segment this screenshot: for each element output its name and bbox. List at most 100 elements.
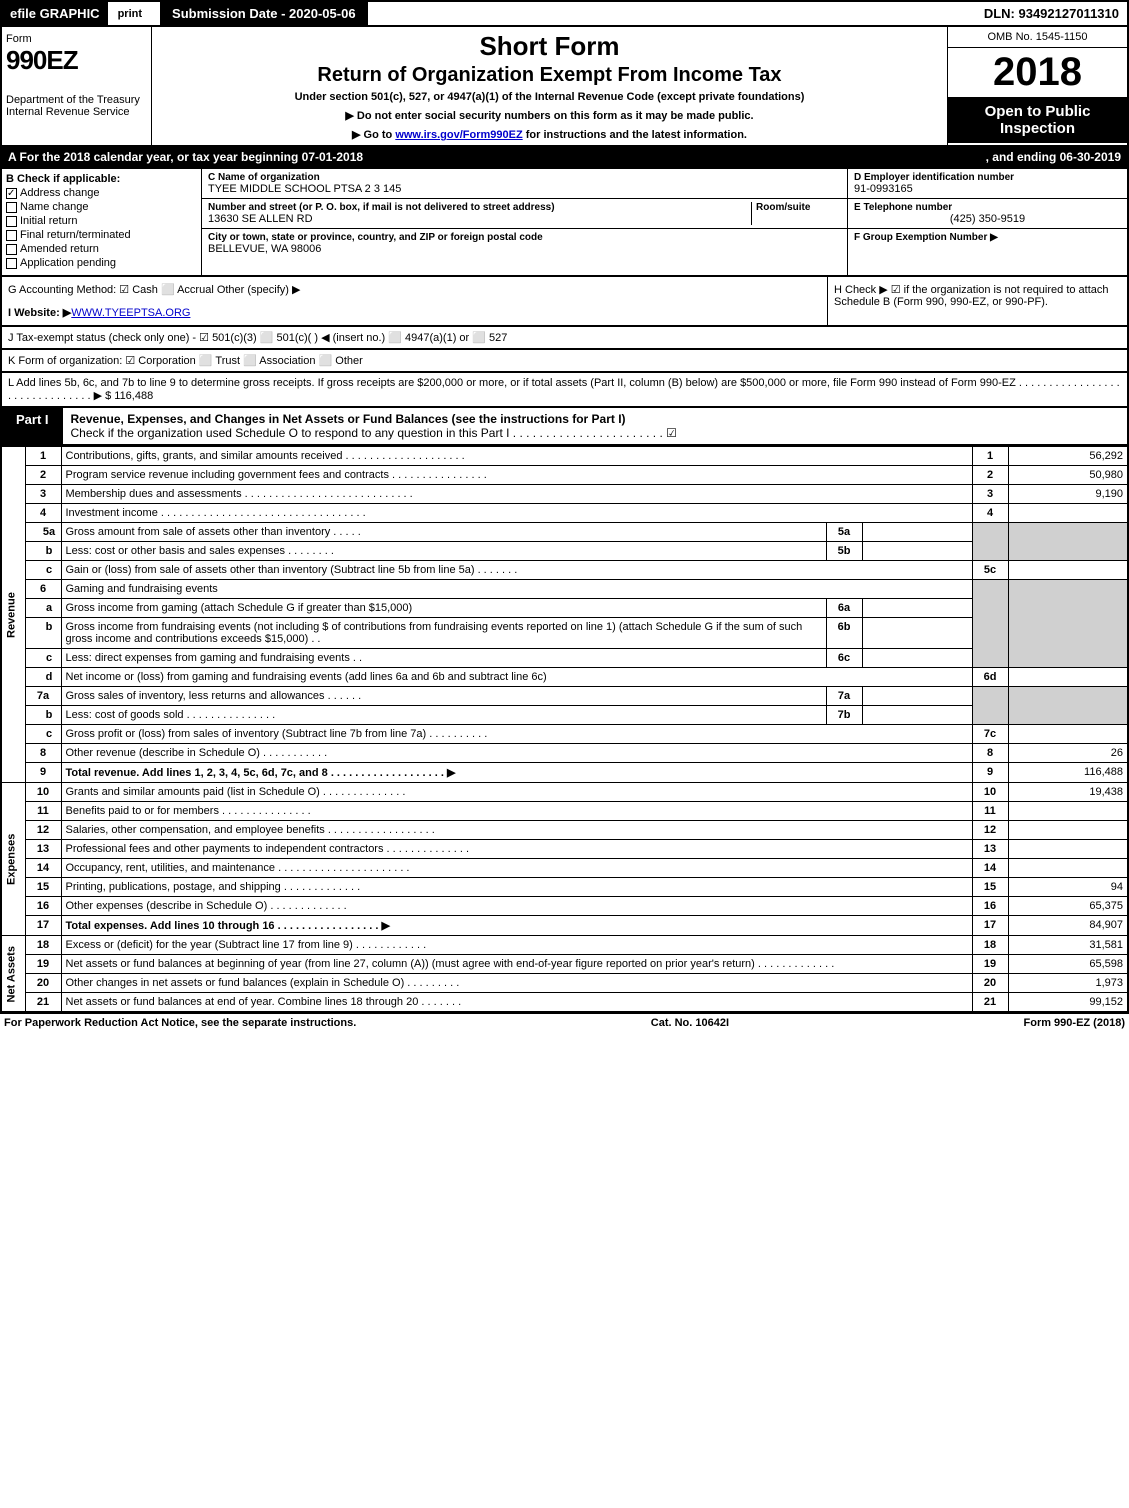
- return-subtitle: Under section 501(c), 527, or 4947(a)(1)…: [160, 91, 939, 103]
- ssn-note: ▶ Do not enter social security numbers o…: [160, 109, 939, 122]
- side-netassets: Net Assets: [1, 936, 25, 1013]
- info-block: B Check if applicable: Address change Na…: [0, 169, 1129, 277]
- tax-year-bar: A For the 2018 calendar year, or tax yea…: [0, 147, 1129, 169]
- i-website: I Website: ▶WWW.TYEEPTSA.ORG: [8, 306, 821, 319]
- row-18: Net Assets 18Excess or (deficit) for the…: [1, 936, 1128, 955]
- org-address: 13630 SE ALLEN RD: [208, 213, 751, 225]
- row-17: 17Total expenses. Add lines 10 through 1…: [1, 916, 1128, 936]
- row-14: 14Occupancy, rent, utilities, and mainte…: [1, 859, 1128, 878]
- submission-date: Submission Date - 2020-05-06: [160, 2, 368, 25]
- header-right: OMB No. 1545-1150 2018 Open to Public In…: [947, 27, 1127, 145]
- form-word: Form: [6, 33, 147, 45]
- c-city-label: City or town, state or province, country…: [208, 232, 841, 243]
- short-form: Short Form: [160, 31, 939, 62]
- footer: For Paperwork Reduction Act Notice, see …: [0, 1013, 1129, 1032]
- cb-final-return[interactable]: Final return/terminated: [6, 229, 197, 241]
- row-11: 11Benefits paid to or for members . . . …: [1, 802, 1128, 821]
- dept-treasury: Department of the Treasury: [6, 94, 147, 106]
- row-15: 15Printing, publications, postage, and s…: [1, 878, 1128, 897]
- k-form-org: K Form of organization: ☑ Corporation ⬜ …: [0, 350, 1129, 373]
- c-name-label: C Name of organization: [208, 172, 841, 183]
- dln: DLN: 93492127011310: [976, 2, 1127, 25]
- row-4: 4Investment income . . . . . . . . . . .…: [1, 504, 1128, 523]
- taxyr-begin: A For the 2018 calendar year, or tax yea…: [8, 150, 363, 164]
- row-20: 20Other changes in net assets or fund ba…: [1, 974, 1128, 993]
- room-label: Room/suite: [756, 202, 841, 213]
- website-link[interactable]: WWW.TYEEPTSA.ORG: [71, 307, 190, 319]
- ghi-left: G Accounting Method: ☑ Cash ⬜ Accrual Ot…: [2, 277, 827, 325]
- part1-checknote: Check if the organization used Schedule …: [71, 426, 677, 440]
- row-21: 21Net assets or fund balances at end of …: [1, 993, 1128, 1013]
- row-5b: bLess: cost or other basis and sales exp…: [1, 542, 1128, 561]
- g-accounting: G Accounting Method: ☑ Cash ⬜ Accrual Ot…: [8, 283, 821, 296]
- b-header: B Check if applicable:: [6, 173, 197, 185]
- side-expenses: Expenses: [1, 783, 25, 936]
- part1-header: Part I Revenue, Expenses, and Changes in…: [0, 408, 1129, 446]
- header-center: Short Form Return of Organization Exempt…: [152, 27, 947, 145]
- print-link[interactable]: print: [112, 8, 148, 20]
- row-6c: cLess: direct expenses from gaming and f…: [1, 649, 1128, 668]
- row-6b: bGross income from fundraising events (n…: [1, 618, 1128, 649]
- j-tax-exempt: J Tax-exempt status (check only one) - ☑…: [0, 327, 1129, 350]
- ein: 91-0993165: [854, 183, 1121, 195]
- top-bar: efile GRAPHIC print Submission Date - 20…: [0, 0, 1129, 27]
- topbar-left: efile GRAPHIC print Submission Date - 20…: [2, 2, 368, 25]
- form-number: 990EZ: [6, 45, 147, 76]
- footer-center: Cat. No. 10642I: [651, 1017, 729, 1029]
- telephone: (425) 350-9519: [854, 213, 1121, 225]
- e-label: E Telephone number: [854, 202, 1121, 213]
- header-left: Form 990EZ Department of the Treasury In…: [2, 27, 152, 145]
- side-revenue: Revenue: [1, 447, 25, 783]
- section-c: C Name of organization TYEE MIDDLE SCHOO…: [202, 169, 847, 275]
- section-def: D Employer identification number 91-0993…: [847, 169, 1127, 275]
- tax-year: 2018: [948, 48, 1127, 97]
- row-6: 6Gaming and fundraising events: [1, 580, 1128, 599]
- irs-link[interactable]: www.irs.gov/Form990EZ: [395, 129, 522, 141]
- row-7c: cGross profit or (loss) from sales of in…: [1, 725, 1128, 744]
- d-label: D Employer identification number: [854, 172, 1121, 183]
- efile-label: efile GRAPHIC: [2, 2, 108, 25]
- part1-label: Part I: [2, 408, 63, 444]
- org-city: BELLEVUE, WA 98006: [208, 243, 841, 255]
- row-5a: 5aGross amount from sale of assets other…: [1, 523, 1128, 542]
- row-5c: cGain or (loss) from sale of assets othe…: [1, 561, 1128, 580]
- cb-initial-return[interactable]: Initial return: [6, 215, 197, 227]
- goto-note: ▶ Go to www.irs.gov/Form990EZ for instru…: [160, 128, 939, 141]
- return-title: Return of Organization Exempt From Incom…: [160, 64, 939, 87]
- row-6d: dNet income or (loss) from gaming and fu…: [1, 668, 1128, 687]
- org-name: TYEE MIDDLE SCHOOL PTSA 2 3 145: [208, 183, 841, 195]
- row-2: 2Program service revenue including gover…: [1, 466, 1128, 485]
- h-scheduleb: H Check ▶ ☑ if the organization is not r…: [827, 277, 1127, 325]
- taxyr-end: , and ending 06-30-2019: [986, 150, 1121, 164]
- open-public: Open to Public Inspection: [948, 97, 1127, 143]
- cb-application-pending[interactable]: Application pending: [6, 257, 197, 269]
- row-6a: aGross income from gaming (attach Schedu…: [1, 599, 1128, 618]
- dept-irs: Internal Revenue Service: [6, 106, 147, 118]
- row-7b: bLess: cost of goods sold . . . . . . . …: [1, 706, 1128, 725]
- goto-pre: ▶ Go to: [352, 129, 395, 141]
- cb-amended-return[interactable]: Amended return: [6, 243, 197, 255]
- c-addr-label: Number and street (or P. O. box, if mail…: [208, 202, 751, 213]
- f-label: F Group Exemption Number ▶: [854, 232, 1121, 243]
- row-1: Revenue 1Contributions, gifts, grants, a…: [1, 447, 1128, 466]
- goto-post: for instructions and the latest informat…: [523, 129, 747, 141]
- cb-address-change[interactable]: Address change: [6, 187, 197, 199]
- row-16: 16Other expenses (describe in Schedule O…: [1, 897, 1128, 916]
- ghi-block: G Accounting Method: ☑ Cash ⬜ Accrual Ot…: [0, 277, 1129, 327]
- row-8: 8Other revenue (describe in Schedule O) …: [1, 744, 1128, 763]
- l-gross-receipts: L Add lines 5b, 6c, and 7b to line 9 to …: [0, 373, 1129, 408]
- cb-name-change[interactable]: Name change: [6, 201, 197, 213]
- footer-left: For Paperwork Reduction Act Notice, see …: [4, 1017, 356, 1029]
- row-7a: 7aGross sales of inventory, less returns…: [1, 687, 1128, 706]
- section-b: B Check if applicable: Address change Na…: [2, 169, 202, 275]
- footer-right: Form 990-EZ (2018): [1024, 1017, 1125, 1029]
- omb-number: OMB No. 1545-1150: [948, 27, 1127, 48]
- form-header: Form 990EZ Department of the Treasury In…: [0, 27, 1129, 147]
- row-9: 9Total revenue. Add lines 1, 2, 3, 4, 5c…: [1, 763, 1128, 783]
- row-19: 19Net assets or fund balances at beginni…: [1, 955, 1128, 974]
- row-12: 12Salaries, other compensation, and empl…: [1, 821, 1128, 840]
- row-3: 3Membership dues and assessments . . . .…: [1, 485, 1128, 504]
- part1-title: Revenue, Expenses, and Changes in Net As…: [63, 408, 1127, 444]
- row-10: Expenses 10Grants and similar amounts pa…: [1, 783, 1128, 802]
- row-13: 13Professional fees and other payments t…: [1, 840, 1128, 859]
